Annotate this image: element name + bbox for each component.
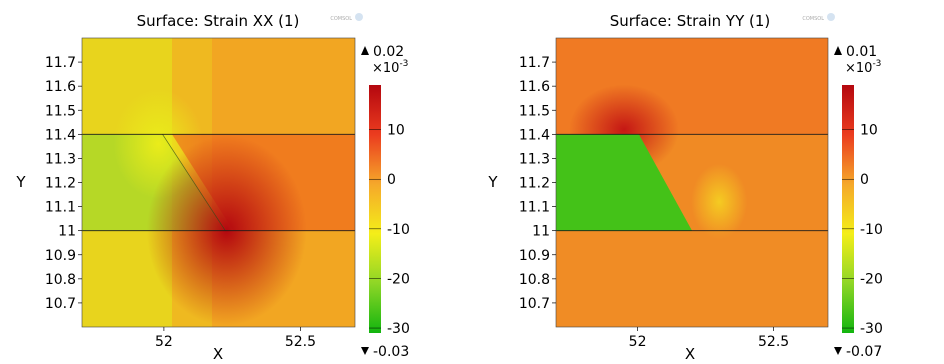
- y-tick-label: 10.7: [45, 296, 76, 312]
- max-triangle-icon: [834, 46, 842, 55]
- colorbar-tick-label: -20: [860, 271, 883, 287]
- y-tick-label: 11.5: [45, 103, 76, 119]
- chart-title: Surface: Strain YY (1): [610, 12, 771, 30]
- colorbar-scale-label: ×10-3: [845, 59, 881, 76]
- colorbar: 0.02 ×10-3 10 0 -10 -20 -30 -0.03: [361, 44, 410, 360]
- watermark: COMSOL: [330, 13, 363, 22]
- x-tick-label: 52: [155, 334, 173, 350]
- y-tick-label: 11.7: [45, 55, 76, 71]
- colorbar-tick-label: -30: [860, 321, 883, 337]
- colorbar-max-label: 0.02: [373, 44, 404, 60]
- colorbar: 0.01 ×10-3 10 0 -10 -20 -30 -0.07: [834, 44, 883, 360]
- y-axis: 10.7 10.8 10.9 11 11.1 11.2 11.3 11.4 11.5 11.6 11…: [45, 55, 82, 312]
- y-tick-label: 11.6: [519, 79, 550, 95]
- y-tick-label: 10.9: [519, 248, 550, 264]
- x-axis-label: X: [213, 345, 223, 363]
- watermark-text: COMSOL: [330, 16, 352, 22]
- coldspot: [691, 164, 747, 240]
- chart-title: Surface: Strain XX (1): [137, 12, 300, 30]
- x-tick-label: 52: [629, 334, 647, 350]
- y-axis-label: Y: [15, 173, 26, 191]
- colorbar-tick-label: 0: [387, 172, 396, 188]
- y-axis: 10.7 10.8 10.9 11 11.1 11.2 11.3 11.4 11.5 11.6 11…: [519, 55, 556, 312]
- max-triangle-icon: [361, 46, 369, 55]
- y-tick-label: 11: [58, 224, 76, 240]
- heatmap-field: [556, 38, 828, 327]
- strain-yy-plot: Surface: Strain YY (1) COMSOL 10.710.810…: [472, 0, 944, 364]
- colorbar-tick-label: 10: [860, 123, 878, 139]
- y-tick-label: 11.3: [45, 151, 76, 167]
- y-tick-label: 10.7: [519, 296, 550, 312]
- watermark-logo: [355, 13, 363, 21]
- y-tick-label: 11.4: [519, 127, 550, 143]
- y-tick-label: 10.9: [45, 248, 76, 264]
- y-tick-label: 11: [532, 224, 550, 240]
- watermark: COMSOL: [802, 13, 835, 22]
- watermark-logo: [827, 13, 835, 21]
- colorbar-min-label: -0.07: [846, 344, 882, 360]
- y-tick-label: 10.8: [45, 272, 76, 288]
- y-tick-label: 11.5: [519, 103, 550, 119]
- min-triangle-icon: [834, 347, 842, 355]
- heatmap-field: [82, 38, 355, 327]
- colorbar-tick-label: -20: [387, 271, 410, 287]
- y-tick-label: 11.4: [45, 127, 76, 143]
- colorbar-bar: [842, 85, 854, 333]
- x-tick-label: 52.5: [285, 334, 316, 350]
- y-tick-label: 11.1: [519, 200, 550, 216]
- watermark-text: COMSOL: [802, 16, 824, 22]
- y-tick-label: 11.1: [45, 200, 76, 216]
- colorbar-tick-label: 0: [860, 172, 869, 188]
- y-tick-label: 11.6: [45, 79, 76, 95]
- x-axis: 52 52.5: [155, 327, 316, 350]
- x-axis-label: X: [685, 345, 695, 363]
- y-tick-label: 10.8: [519, 272, 550, 288]
- y-tick-label: 11.3: [519, 151, 550, 167]
- colorbar-scale-label: ×10-3: [372, 59, 408, 76]
- colorbar-tick-label: -30: [387, 321, 410, 337]
- y-axis-label: Y: [487, 173, 498, 191]
- colorbar-tick-label: 10: [387, 123, 405, 139]
- x-tick-label: 52.5: [758, 334, 789, 350]
- colorbar-bar: [369, 85, 381, 333]
- colorbar-tick-label: -10: [387, 222, 410, 238]
- strain-xx-plot: Surface: Strain XX (1) COMSOL 10.710.810…: [0, 0, 472, 364]
- strain-yy-panel: Surface: Strain YY (1) COMSOL 10.7 10.8 10…: [472, 0, 944, 364]
- y-tick-label: 11.2: [45, 176, 76, 192]
- min-triangle-icon: [361, 347, 369, 355]
- colorbar-max-label: 0.01: [846, 44, 877, 60]
- x-axis: 52 52.5: [629, 327, 790, 350]
- y-tick-label: 11.2: [519, 176, 550, 192]
- strain-xx-panel: Surface: Strain XX (1) COMSOL 10.7 10.8 10…: [0, 0, 472, 364]
- colorbar-tick-label: -10: [860, 222, 883, 238]
- colorbar-min-label: -0.03: [373, 344, 409, 360]
- y-tick-label: 11.7: [519, 55, 550, 71]
- bottom-region: [556, 231, 828, 327]
